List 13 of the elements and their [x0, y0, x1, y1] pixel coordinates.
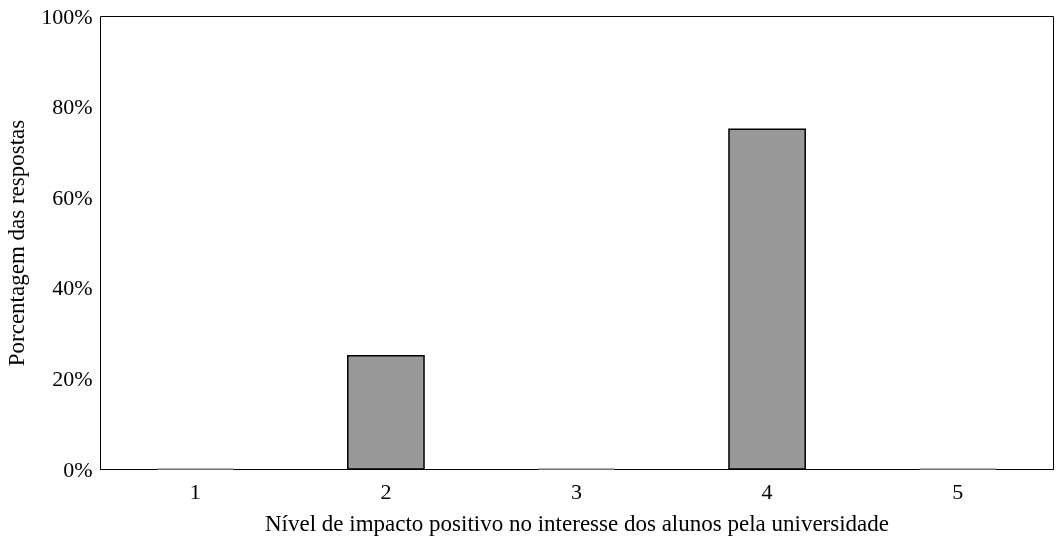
y-tick-label: 20% [52, 365, 93, 391]
y-tick-label: 60% [52, 184, 93, 210]
y-axis-title: Porcentagem das respostas [4, 119, 30, 367]
y-tick-label: 80% [52, 94, 93, 120]
x-axis-title: Nível de impacto positivo no interesse dos alunos pela universidade [264, 510, 890, 536]
x-tick-label: 2 [380, 478, 392, 504]
x-tick-label: 1 [189, 478, 201, 504]
y-tick-label: 40% [52, 275, 93, 301]
y-tick-label: 100% [41, 3, 93, 29]
x-tick-label: 3 [571, 478, 582, 504]
x-tick-label: 4 [761, 478, 773, 504]
x-tick-label: 5 [952, 478, 964, 504]
y-tick-label: 0% [63, 456, 93, 482]
